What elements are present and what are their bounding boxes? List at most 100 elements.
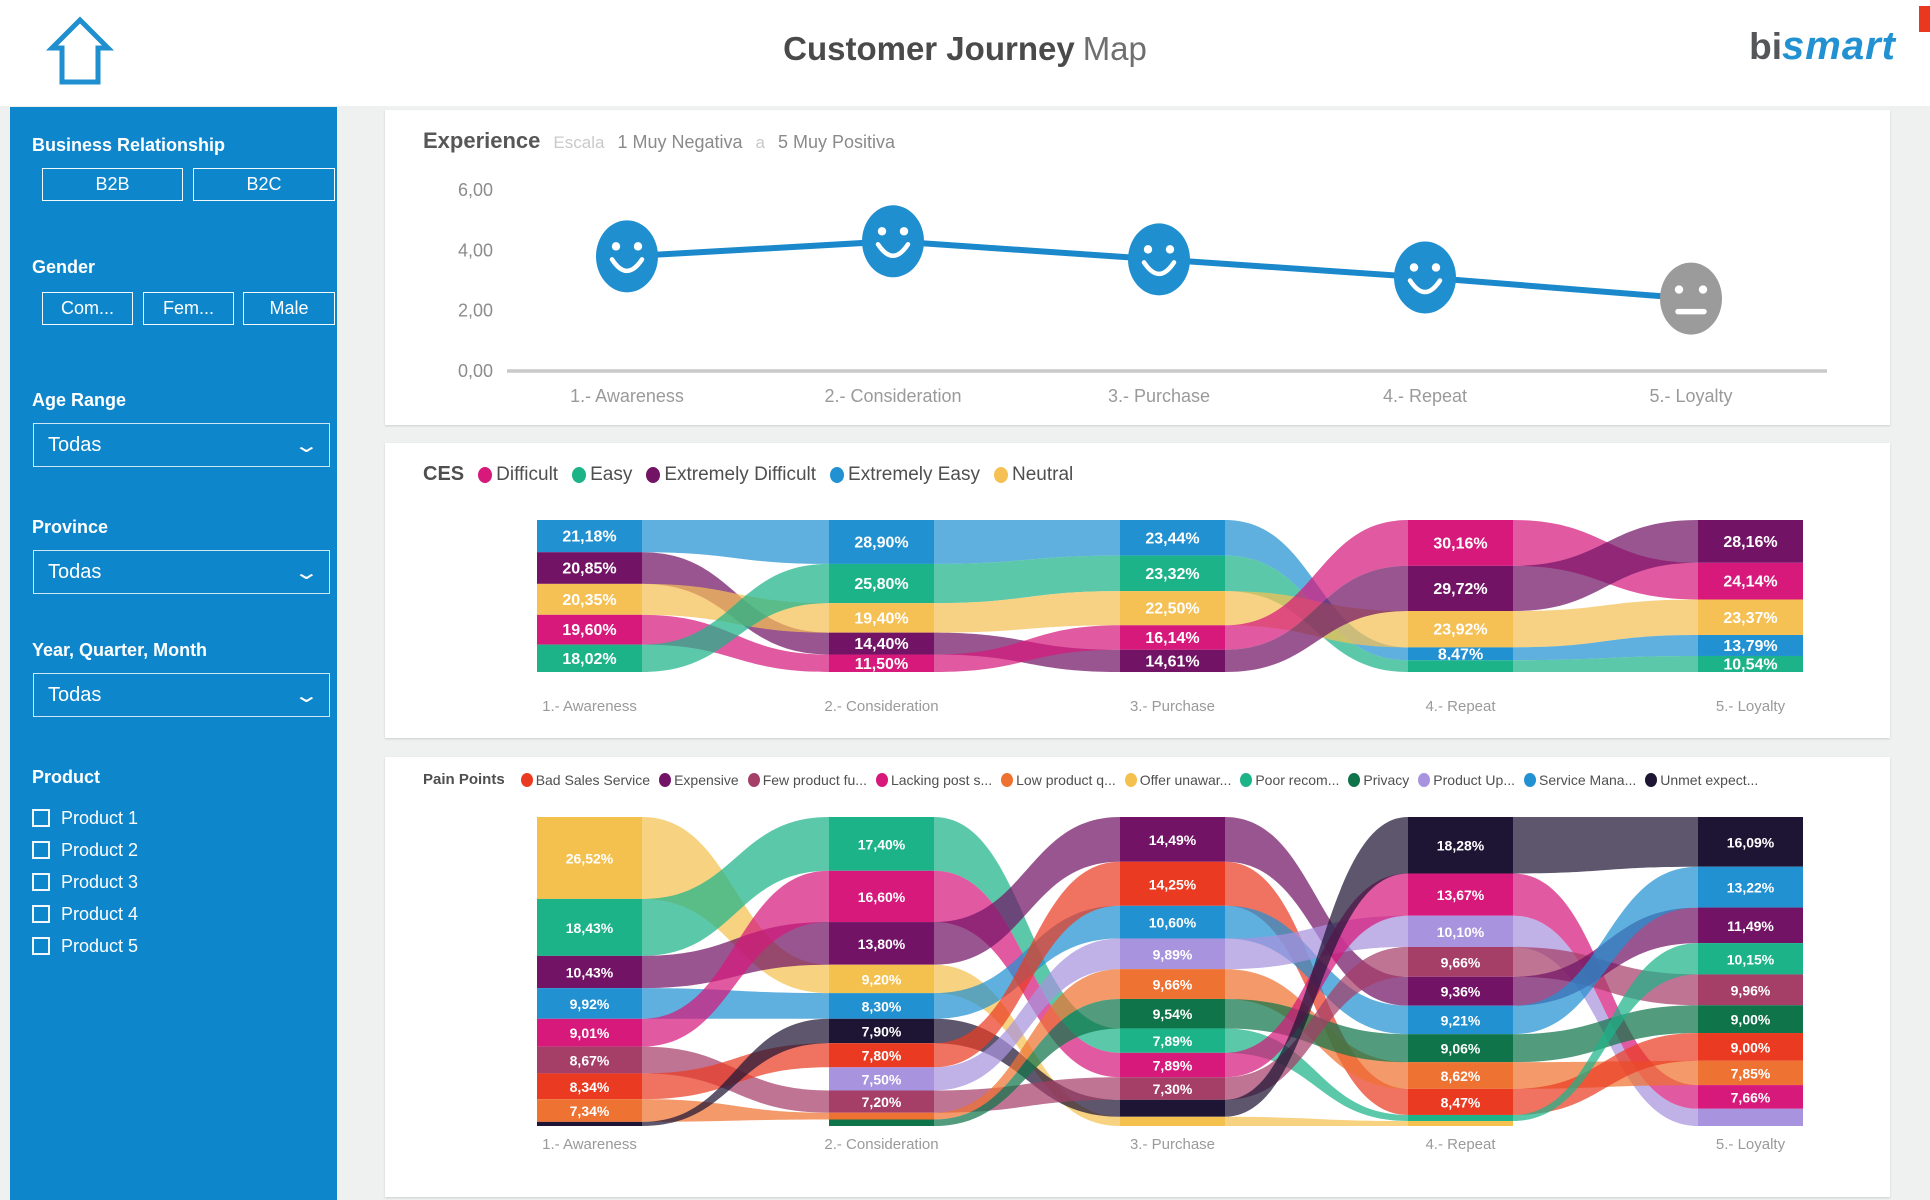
node-percent-label: 23,44% <box>1145 530 1199 547</box>
legend-item-unmet_expect[interactable]: Unmet expect... <box>1645 772 1758 788</box>
sankey-node-ext_easy <box>829 520 934 564</box>
sankey-node-neutral <box>537 583 642 615</box>
legend-dot-icon <box>659 772 672 787</box>
sankey-node-unmet_expect <box>1698 817 1803 867</box>
sankey-node-few_product <box>1408 946 1513 977</box>
node-percent-label: 9,01% <box>570 1025 610 1041</box>
filter-button-b2b[interactable]: B2B <box>42 168 183 201</box>
node-percent-label: 23,37% <box>1723 610 1777 627</box>
legend-item-lacking_post[interactable]: Lacking post s... <box>875 772 992 788</box>
sankey-node-ext_difficult <box>829 632 934 655</box>
filter-label-age-range: Age Range <box>32 390 127 410</box>
checkbox-unchecked-icon[interactable] <box>32 841 50 859</box>
legend-item-ext_difficult[interactable]: Extremely Difficult <box>646 464 816 486</box>
sankey-node-few_product <box>1698 974 1803 1006</box>
node-percent-label: 9,89% <box>1153 946 1193 962</box>
checkbox-unchecked-icon[interactable] <box>32 873 50 891</box>
legend-dot-icon <box>646 466 661 483</box>
sankey-node-unmet_expect <box>537 1121 642 1126</box>
legend-dot-icon <box>747 772 760 787</box>
legend-item-bad_sales[interactable]: Bad Sales Service <box>520 772 650 788</box>
product-checkbox-label: Product 4 <box>61 903 139 924</box>
sankey-node-easy <box>537 644 642 672</box>
stage-label: 4.- Repeat <box>1425 1136 1496 1153</box>
ribbon-flow-expensive <box>1225 817 1408 1006</box>
node-percent-label: 18,43% <box>566 920 614 936</box>
legend-item-ext_easy[interactable]: Extremely Easy <box>830 464 980 486</box>
node-percent-label: 30,16% <box>1433 535 1487 552</box>
node-percent-label: 8,47% <box>1438 646 1483 663</box>
ribbon-flow-unmet_expect <box>642 1018 829 1126</box>
province-dropdown[interactable]: Todas ⌄ <box>33 550 330 594</box>
node-percent-label: 28,90% <box>854 534 908 551</box>
red-corner-bar <box>1919 6 1930 32</box>
ribbon-flow-product_up <box>934 938 1120 1091</box>
checkbox-unchecked-icon[interactable] <box>32 809 50 827</box>
sankey-node-poor_recom <box>829 817 934 871</box>
y-tick-label: 4,00 <box>458 240 493 260</box>
legend-item-neutral[interactable]: Neutral <box>994 464 1073 486</box>
ribbon-flow-unmet_expect <box>1225 817 1408 1117</box>
node-percent-label: 9,92% <box>570 996 610 1012</box>
ces-ribbon-chart[interactable]: 21,18% 20,85% 20,35% 19,60% 18,02% 28,90% 25,8… <box>385 443 1890 738</box>
legend-item-product_up[interactable]: Product Up... <box>1418 772 1515 788</box>
legend-item-easy[interactable]: Easy <box>572 464 632 486</box>
sankey-node-offer_unaware <box>829 964 934 994</box>
sankey-node-difficult <box>1120 625 1225 650</box>
legend-item-service_mana[interactable]: Service Mana... <box>1523 772 1636 788</box>
legend-label: Neutral <box>1012 463 1074 485</box>
ribbon-flow-easy <box>642 563 829 672</box>
legend-item-few_product[interactable]: Few product fu... <box>747 772 867 788</box>
node-percent-label: 16,14% <box>1145 630 1199 647</box>
sankey-node-easy <box>1408 660 1513 672</box>
filter-button-b2c[interactable]: B2C <box>193 168 335 201</box>
product-checkbox-row-5[interactable]: Product 5 <box>32 930 138 962</box>
sankey-node-ext_easy <box>1120 520 1225 556</box>
sankey-node-low_product <box>829 1112 934 1120</box>
product-checkbox-row-4[interactable]: Product 4 <box>32 898 138 930</box>
ribbon-flow-poor_recom <box>1513 943 1698 1121</box>
legend-item-low_product[interactable]: Low product q... <box>1001 772 1116 788</box>
checkbox-unchecked-icon[interactable] <box>32 937 50 955</box>
y-tick-label: 6,00 <box>458 180 493 200</box>
checkbox-unchecked-icon[interactable] <box>32 905 50 923</box>
filter-label-province: Province <box>32 517 109 537</box>
sankey-node-neutral <box>829 603 934 633</box>
legend-item-privacy[interactable]: Privacy <box>1348 772 1409 788</box>
node-percent-label: 9,66% <box>1153 977 1193 993</box>
experience-line-chart[interactable]: 0,00 2,00 4,00 6,00 1.- Awareness 2.- Conside… <box>385 110 1890 425</box>
sankey-node-lacking_post <box>1120 1052 1225 1078</box>
experience-scale-connector: a <box>755 133 765 152</box>
filter-button-com[interactable]: Com... <box>42 292 133 325</box>
ribbon-flow-poor_recom <box>642 817 829 956</box>
legend-dot-icon <box>1418 772 1431 787</box>
pain-points-ribbon-chart[interactable]: 26,52% 18,43% 10,43% 9,92% 9,01% 8,67% 8,34% 7,… <box>385 757 1890 1197</box>
sankey-node-easy <box>1698 655 1803 672</box>
ribbon-flow-bad_sales <box>934 861 1120 1068</box>
product-checkbox-row-2[interactable]: Product 2 <box>32 834 138 866</box>
legend-dot-icon <box>875 772 888 787</box>
legend-item-offer_unaware[interactable]: Offer unawar... <box>1124 772 1231 788</box>
ribbon-flow-difficult <box>1225 520 1408 650</box>
experience-scale-end: 5 Muy Positiva <box>777 132 896 152</box>
legend-item-expensive[interactable]: Expensive <box>659 772 739 788</box>
ribbon-flow-few_product <box>1225 946 1408 1100</box>
home-button[interactable] <box>44 12 116 90</box>
filter-button-fem[interactable]: Fem... <box>143 292 234 325</box>
ribbon-flow-ext_easy <box>934 520 1120 564</box>
legend-item-difficult[interactable]: Difficult <box>478 464 558 486</box>
node-percent-label: 8,30% <box>862 998 902 1014</box>
ribbon-flow-service_mana <box>1513 866 1698 1035</box>
page-title-light: Map <box>1082 30 1147 67</box>
sankey-node-difficult <box>829 654 934 672</box>
filter-button-male[interactable]: Male <box>243 292 335 325</box>
node-percent-label: 9,54% <box>1153 1006 1193 1022</box>
product-checkbox-row-1[interactable]: Product 1 <box>32 802 138 834</box>
node-percent-label: 13,22% <box>1727 880 1775 896</box>
product-checkbox-row-3[interactable]: Product 3 <box>32 866 138 898</box>
year-quarter-month-dropdown[interactable]: Todas ⌄ <box>33 673 330 717</box>
sankey-node-ext_easy <box>1408 647 1513 661</box>
node-percent-label: 7,30% <box>1153 1081 1193 1097</box>
legend-item-poor_recom[interactable]: Poor recom... <box>1240 772 1339 788</box>
age-range-dropdown[interactable]: Todas ⌄ <box>33 423 330 467</box>
